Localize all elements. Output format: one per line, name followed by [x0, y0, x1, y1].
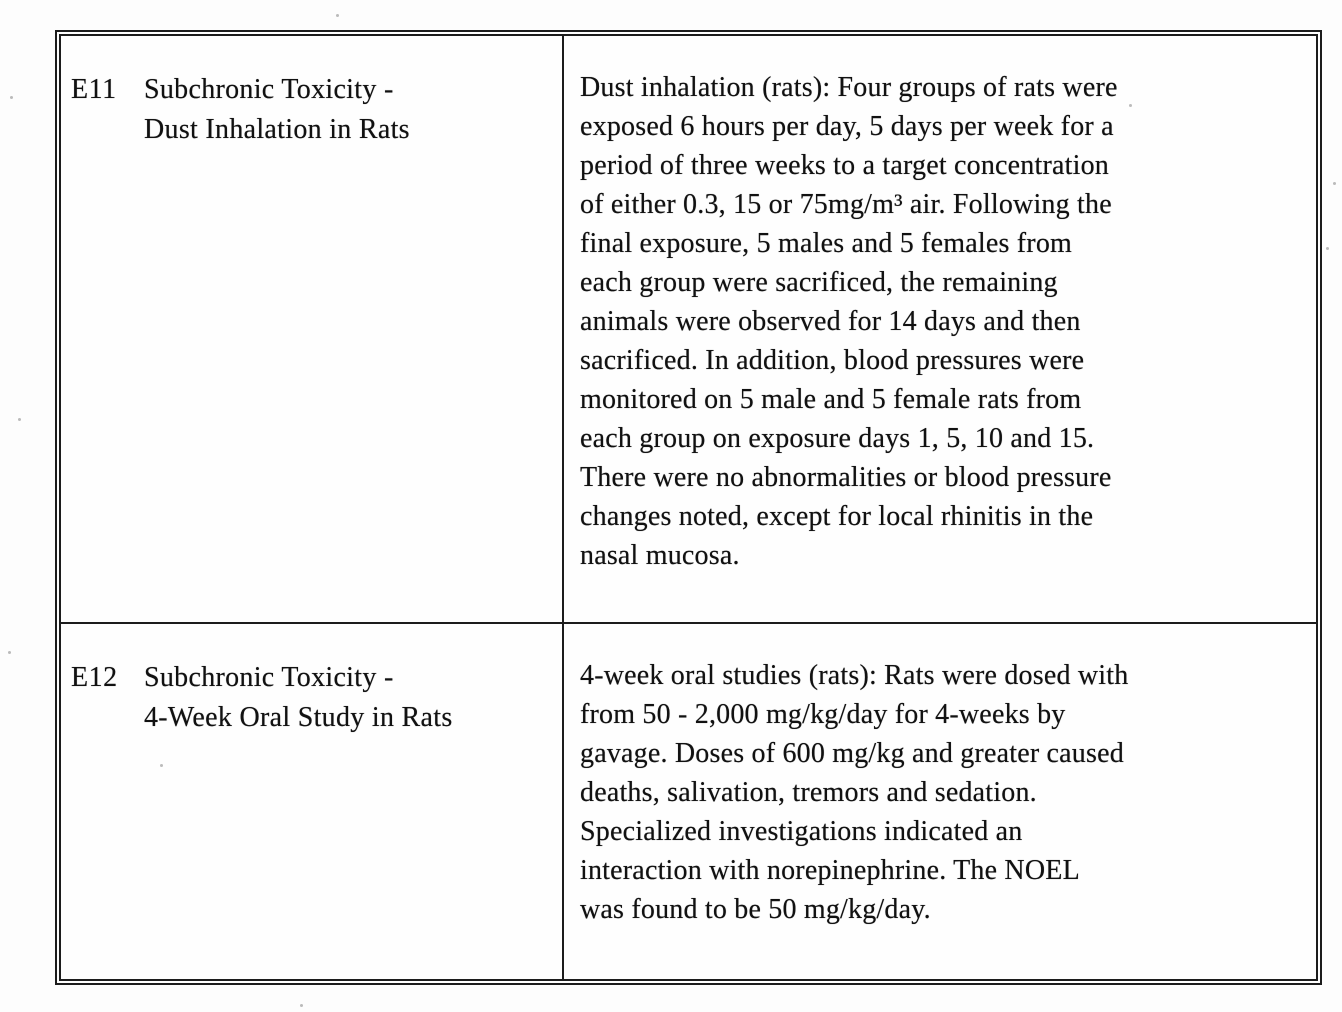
- scan-speck: [336, 14, 339, 17]
- study-e12-id-cell: E12 Subchronic Toxicity - 4-Week Oral St…: [61, 624, 564, 979]
- study-e11-id-cell: E11 Subchronic Toxicity - Dust Inhalatio…: [61, 36, 564, 624]
- study-title: Subchronic Toxicity - Dust Inhalation in…: [144, 74, 410, 145]
- study-e11-description-cell: Dust inhalation (rats): Four groups of r…: [564, 36, 1316, 624]
- scan-speck: [10, 96, 13, 99]
- scan-speck: [8, 651, 11, 654]
- scan-speck: [1326, 247, 1329, 250]
- scan-speck: [18, 418, 21, 421]
- study-id: E11: [71, 74, 117, 105]
- study-description: 4-week oral studies (rats): Rats were do…: [580, 660, 1129, 925]
- scan-speck: [300, 1004, 303, 1007]
- study-e12-description-cell: 4-week oral studies (rats): Rats were do…: [564, 624, 1316, 979]
- scan-speck: [1333, 182, 1336, 185]
- study-id: E12: [71, 662, 118, 693]
- scan-speck: [160, 764, 163, 767]
- study-title: Subchronic Toxicity - 4-Week Oral Study …: [144, 662, 453, 733]
- study-description: Dust inhalation (rats): Four groups of r…: [580, 72, 1118, 571]
- toxicity-studies-table: E11 Subchronic Toxicity - Dust Inhalatio…: [55, 30, 1322, 985]
- scan-speck: [1129, 104, 1132, 107]
